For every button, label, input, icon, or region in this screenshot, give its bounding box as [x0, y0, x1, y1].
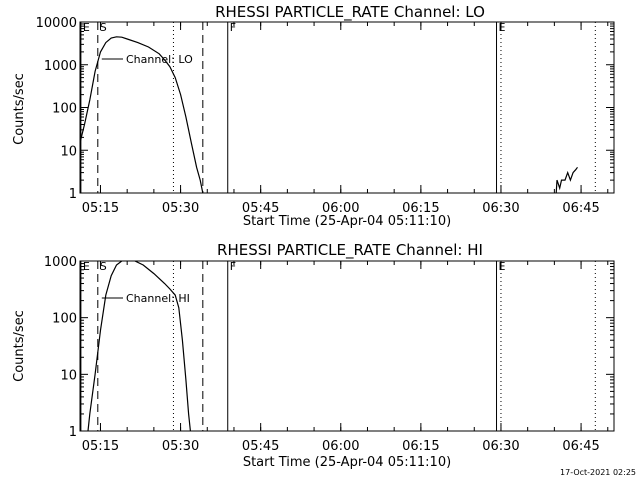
x-tick-label: 05:45: [242, 201, 279, 216]
series-line: [80, 36, 204, 193]
series-line: [87, 261, 191, 431]
x-tick-label: 06:15: [402, 201, 439, 216]
event-marker-label: E: [499, 260, 506, 273]
y-tick-label: 100: [52, 102, 77, 117]
x-tick-label: 05:45: [242, 439, 279, 454]
event-marker-label: S: [100, 260, 107, 273]
series-line: [555, 166, 578, 193]
y-tick-label: 10: [60, 368, 77, 383]
curve-label: Channel: HI: [126, 292, 190, 305]
event-marker-label: F: [230, 260, 236, 273]
plot-frame: [79, 21, 615, 194]
y-tick-label: 1000: [44, 59, 77, 74]
y-tick-label: 1: [69, 187, 77, 202]
event-marker-label: S: [100, 21, 107, 34]
x-tick-label: 05:30: [162, 439, 199, 454]
event-marker-label: F: [230, 21, 236, 34]
curve-label: Channel: LO: [126, 53, 193, 66]
x-tick-label: 05:30: [162, 201, 199, 216]
event-marker-label: E: [83, 21, 90, 34]
y-tick-label: 1: [69, 425, 77, 440]
event-marker-label: E: [499, 21, 506, 34]
x-tick-label: 06:45: [562, 201, 599, 216]
event-marker-label: E: [83, 260, 90, 273]
y-axis-label: Counts/sec: [12, 73, 27, 145]
x-tick-label: 06:15: [402, 439, 439, 454]
y-tick-label: 10: [60, 144, 77, 159]
x-tick-label: 05:15: [82, 439, 119, 454]
panel-hi: RHESSI PARTICLE_RATE Channel: HI Counts/…: [12, 241, 615, 470]
chart-title: RHESSI PARTICLE_RATE Channel: LO: [215, 3, 485, 22]
y-tick-label: 1000: [44, 255, 77, 270]
x-tick-label: 06:00: [322, 201, 359, 216]
x-tick-label: 06:00: [322, 439, 359, 454]
x-axis-label: Start Time (25-Apr-04 05:11:10): [243, 455, 451, 470]
x-tick-label: 05:15: [82, 201, 119, 216]
x-tick-label: 06:45: [562, 439, 599, 454]
y-axis-label: Counts/sec: [12, 310, 27, 382]
plot-timestamp: 17-Oct-2021 02:25: [560, 468, 636, 477]
x-tick-label: 06:30: [482, 201, 519, 216]
panel-lo: RHESSI PARTICLE_RATE Channel: LO Counts/…: [12, 3, 615, 229]
y-tick-label: 100: [52, 312, 77, 327]
x-axis-label: Start Time (25-Apr-04 05:11:10): [243, 214, 451, 229]
chart-title: RHESSI PARTICLE_RATE Channel: HI: [217, 241, 483, 260]
plot-frame: [79, 260, 615, 432]
y-tick-label: 10000: [36, 16, 77, 31]
x-tick-label: 06:30: [482, 439, 519, 454]
